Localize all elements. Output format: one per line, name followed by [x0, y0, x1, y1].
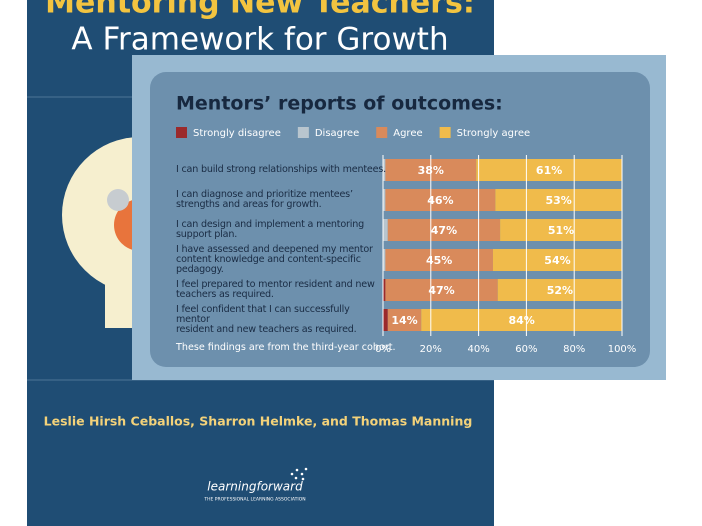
- value-label: 14%: [391, 314, 417, 327]
- bar-segment: [387, 309, 422, 331]
- bar-segment: [383, 219, 388, 241]
- value-label: 47%: [431, 224, 457, 237]
- bar-segment: [497, 279, 622, 301]
- logo: learningforward: [207, 480, 303, 494]
- category-label: I can diagnose and prioritize mentees’ s…: [176, 188, 353, 210]
- x-tick-label: 80%: [563, 344, 585, 355]
- bar-segment: [421, 309, 622, 331]
- logo-tagline: THE PROFESSIONAL LEARNING ASSOCIATION: [203, 497, 305, 503]
- bar-segment: [383, 189, 386, 211]
- bar-segment: [385, 279, 498, 301]
- bar-segment: [383, 159, 386, 181]
- legend-label: Disagree: [315, 128, 359, 139]
- x-tick-label: 100%: [608, 344, 637, 355]
- bar-segment: [383, 279, 386, 301]
- value-label: 45%: [426, 254, 452, 267]
- value-label: 52%: [547, 284, 573, 297]
- category-label: I can build strong relationships with me…: [176, 163, 386, 175]
- x-tick-label: 0%: [375, 344, 391, 355]
- cover-title: Mentoring New Teachers:: [45, 0, 475, 21]
- x-tick-label: 40%: [467, 344, 489, 355]
- category-label: I can design and implement a mentoring s…: [176, 218, 365, 240]
- chart-title: Mentors’ reports of outcomes:: [176, 93, 503, 115]
- category-label: I have assessed and deepened my mentor c…: [176, 243, 373, 276]
- legend-label: Strongly disagree: [193, 128, 281, 139]
- value-label: 53%: [545, 194, 571, 207]
- x-tick-label: 60%: [515, 344, 537, 355]
- plot: Strongly disagree Disagree Agree Strongly a…: [176, 127, 636, 355]
- legend-swatch: [297, 127, 309, 138]
- legend-swatch: [439, 127, 451, 138]
- x-tick-label: 20%: [420, 344, 442, 355]
- value-label: 54%: [544, 254, 570, 267]
- value-label: 47%: [428, 284, 454, 297]
- value-label: 84%: [508, 314, 534, 327]
- bar-segment: [385, 189, 496, 211]
- bar-segment: [387, 219, 501, 241]
- bar-segment: [385, 249, 493, 271]
- category-label: I feel prepared to mentor resident and n…: [176, 278, 375, 300]
- legend-label: Strongly agree: [457, 128, 531, 139]
- cover-subtitle: A Framework for Growth: [71, 22, 448, 58]
- authors: Leslie Hirsh Ceballos, Sharron Helmke, a…: [44, 414, 473, 429]
- bar-segment: [495, 189, 622, 211]
- cloud: [107, 189, 129, 211]
- value-label: 61%: [536, 164, 562, 177]
- bar-segment: [492, 249, 622, 271]
- bar-segment: [476, 159, 622, 181]
- legend-swatch: [376, 127, 388, 138]
- bar-segment: [383, 249, 386, 271]
- note: These findings are from the third-year c…: [175, 342, 396, 353]
- logo-dots: [290, 467, 308, 481]
- value-label: 51%: [548, 224, 574, 237]
- bar-segment: [383, 309, 388, 331]
- legend-swatch: [176, 127, 187, 138]
- bar-segment: [500, 219, 622, 241]
- legend-label: Agree: [393, 128, 422, 139]
- value-label: 46%: [427, 194, 453, 207]
- category-label: I feel confident that I can successfully…: [176, 303, 357, 336]
